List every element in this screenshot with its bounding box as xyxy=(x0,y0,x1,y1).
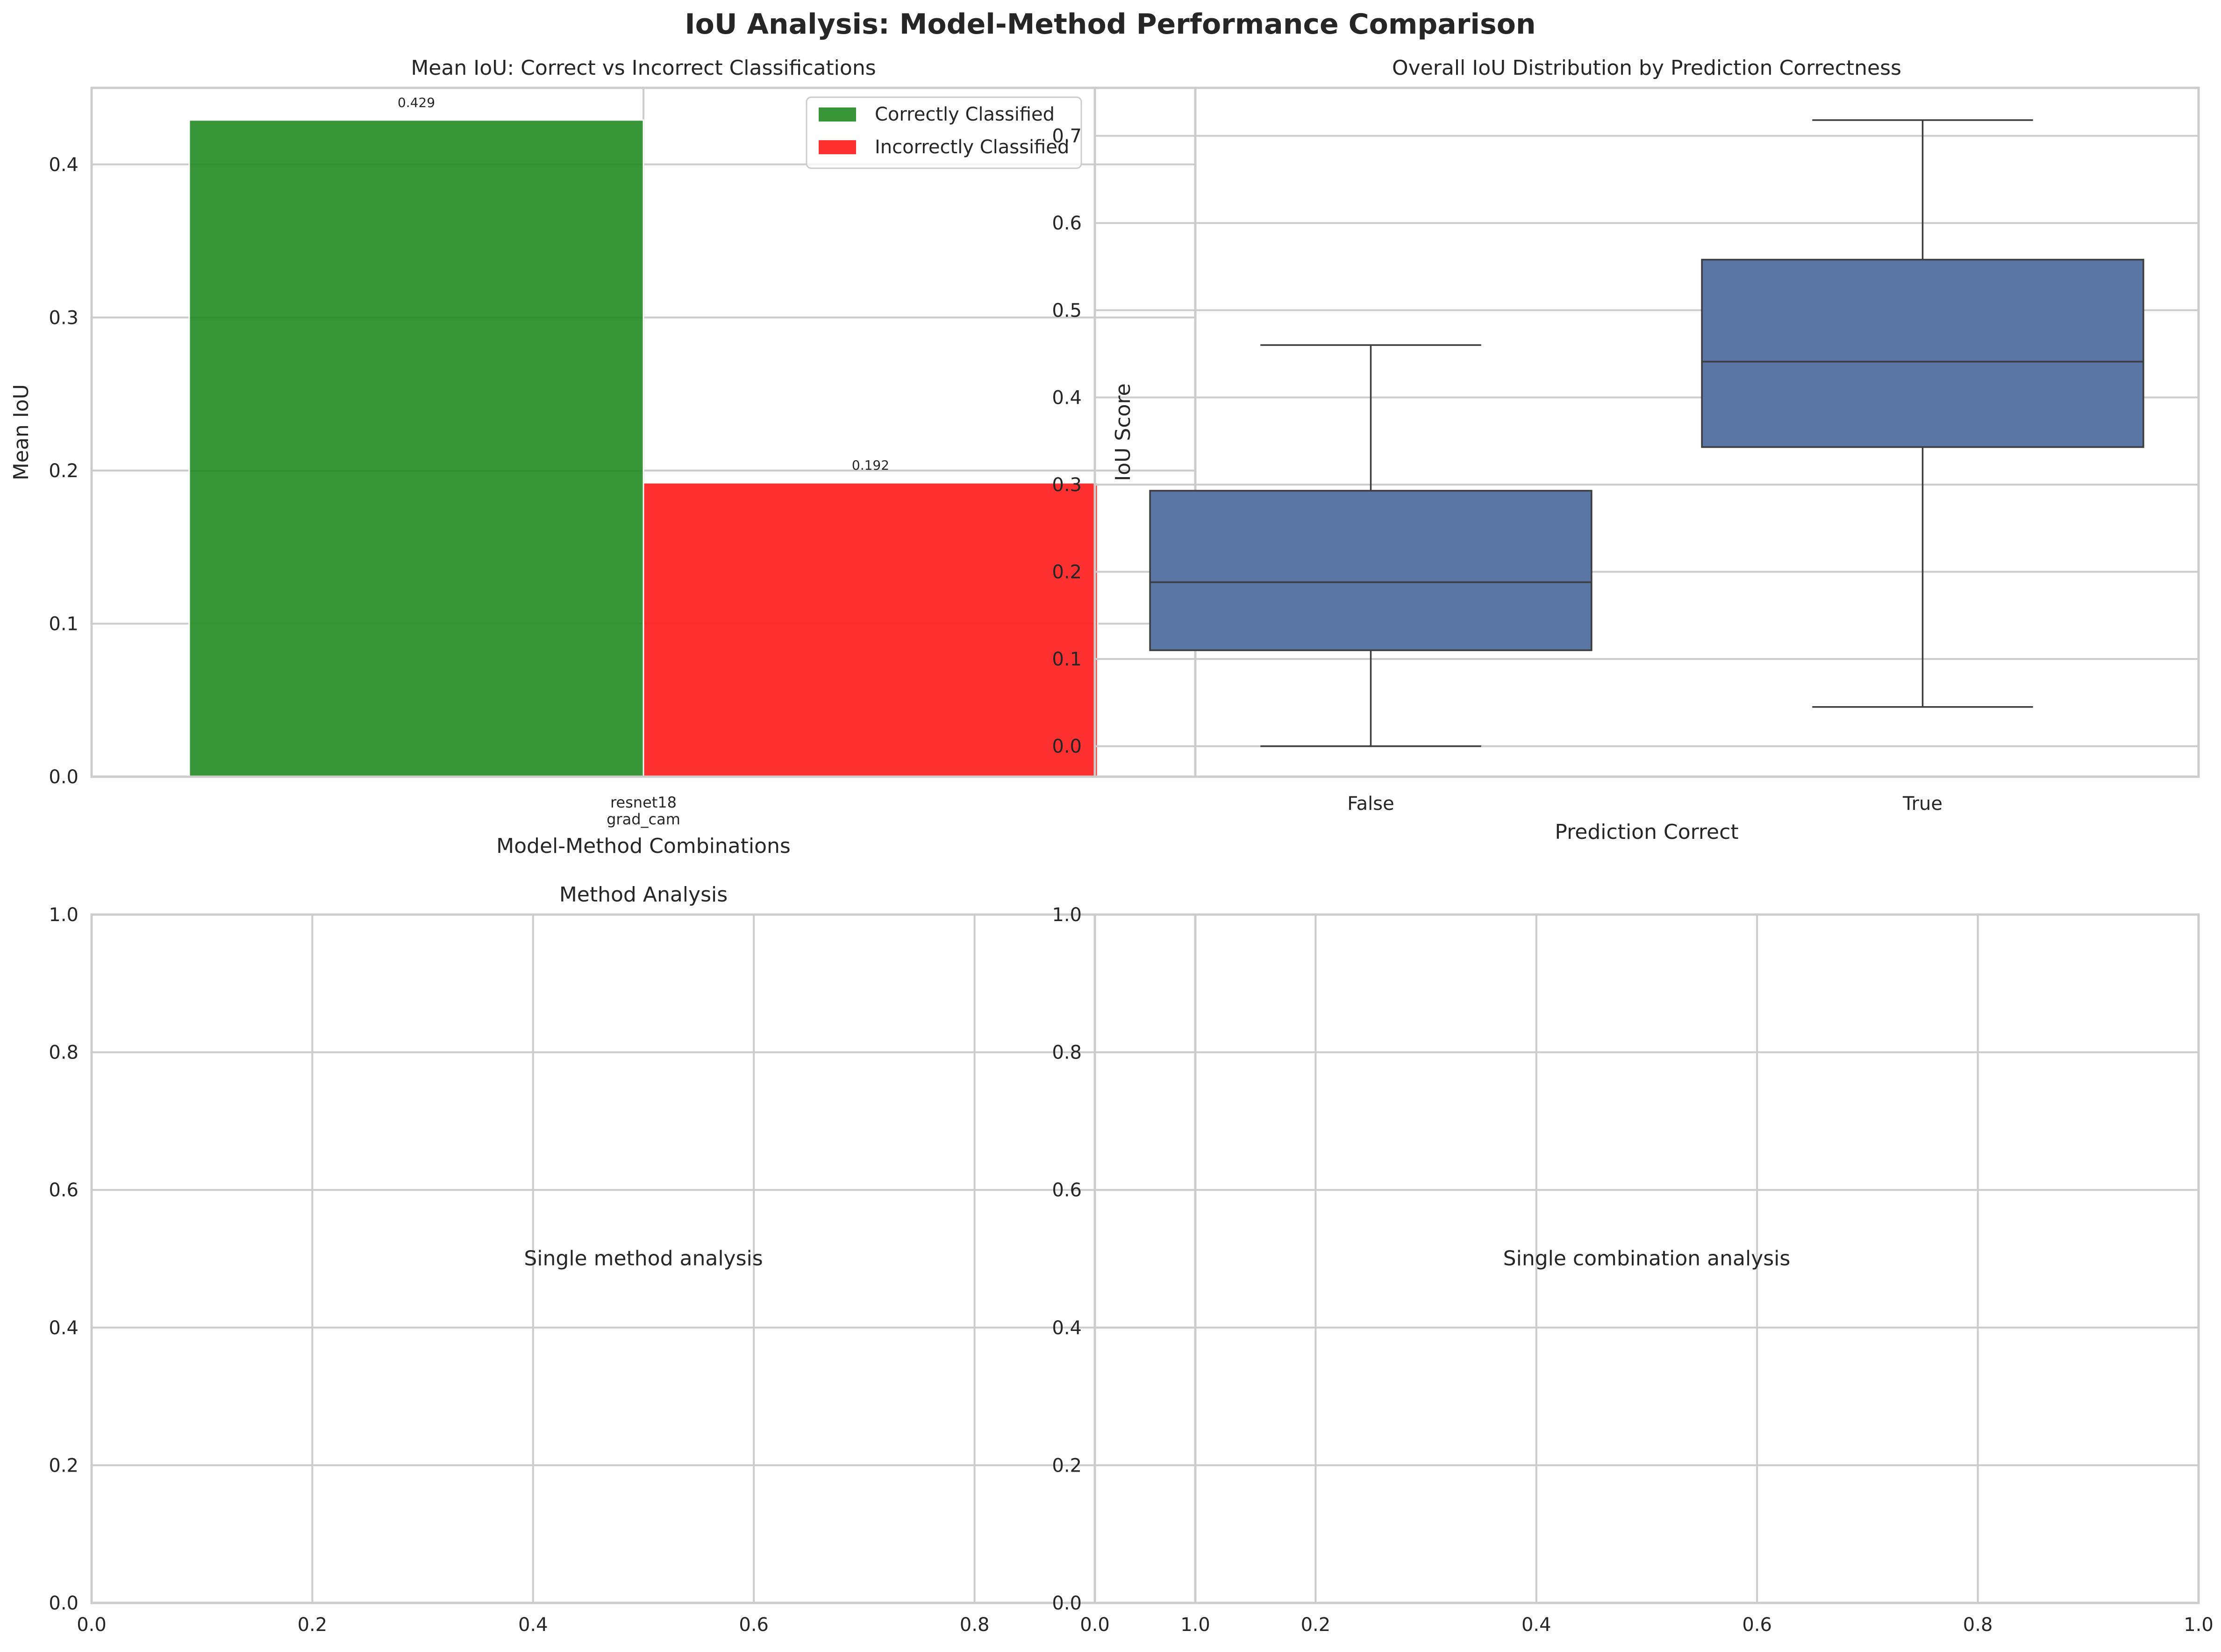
panel-title: Mean IoU: Correct vs Incorrect Classific… xyxy=(411,56,876,80)
y-tick-label: 0.3 xyxy=(1052,474,1082,496)
y-tick-label: 0.4 xyxy=(49,1317,79,1339)
y-tick-label: 0.4 xyxy=(1052,387,1082,408)
combination-analysis-panel: 0.0 0.2 0.4 0.6 0.8 1.0 0.0 0.2 0.4 0.6 0.8 1.0 Sing… xyxy=(1052,904,2213,1636)
box-false xyxy=(1149,344,1593,747)
panel-title: Overall IoU Distribution by Prediction C… xyxy=(1392,56,1901,80)
y-tick-label: 0.7 xyxy=(1052,126,1082,147)
y-tick-label: 0.6 xyxy=(49,1180,79,1201)
y-tick-label: 0.2 xyxy=(49,1455,79,1476)
panel-annotation: Single method analysis xyxy=(524,1247,763,1271)
box-iqr xyxy=(1701,258,2144,448)
axes-frame xyxy=(1093,913,2200,1604)
x-tick-label: False xyxy=(1347,793,1394,815)
box-plot-panel: 0.0 0.1 0.2 0.3 0.4 0.5 0.6 0.7 False True Overall… xyxy=(1052,56,2200,844)
legend-entry: Correctly Classified xyxy=(875,104,1055,125)
x-tick-label: 0.2 xyxy=(298,1614,328,1636)
y-tick-label: 0.2 xyxy=(49,460,79,482)
y-tick-label: 0.1 xyxy=(49,613,79,635)
y-tick-label: 0.4 xyxy=(1052,1317,1082,1339)
x-tick-label: grad_cam xyxy=(607,810,680,828)
y-tick-label: 0.0 xyxy=(49,1593,79,1614)
x-axis-label: Prediction Correct xyxy=(1555,820,1738,844)
x-tick-label: True xyxy=(1902,793,1942,815)
bar-value-label: 0.192 xyxy=(852,458,889,473)
box-iqr xyxy=(1149,490,1593,651)
x-tick-label: 0.4 xyxy=(518,1614,548,1636)
y-tick-label: 0.5 xyxy=(1052,300,1082,322)
panel-title: Method Analysis xyxy=(559,883,728,907)
y-tick-label: 0.2 xyxy=(1052,1455,1082,1476)
y-tick-label: 0.8 xyxy=(49,1042,79,1064)
method-analysis-panel: 0.0 0.2 0.4 0.6 0.8 1.0 0.0 0.2 0.4 0.6 0.8 1.0 Meth… xyxy=(49,883,1210,1636)
x-tick-label: 1.0 xyxy=(1180,1614,1210,1636)
y-axis-label: Mean IoU xyxy=(9,384,33,480)
x-tick-label: 0.4 xyxy=(1521,1614,1551,1636)
figure-title: IoU Analysis: Model-Method Performance C… xyxy=(685,8,1535,41)
y-tick-label: 0.0 xyxy=(49,766,79,788)
legend-swatch xyxy=(819,140,856,154)
x-tick-label: 0.6 xyxy=(1742,1614,1772,1636)
y-tick-label: 0.8 xyxy=(1052,1042,1082,1064)
y-tick-label: 1.0 xyxy=(1052,904,1082,926)
y-tick-label: 1.0 xyxy=(49,904,79,926)
axes-frame xyxy=(90,86,1197,778)
x-tick-label: 0.0 xyxy=(1080,1614,1110,1636)
y-tick-label: 0.2 xyxy=(1052,562,1082,583)
x-tick-label: 0.8 xyxy=(1963,1614,1993,1636)
axes-frame xyxy=(1093,86,2200,778)
y-tick-label: 0.6 xyxy=(1052,1180,1082,1201)
legend-entry: Incorrectly Classified xyxy=(875,136,1069,158)
x-tick-label: 1.0 xyxy=(2184,1614,2214,1636)
panel-annotation: Single combination analysis xyxy=(1503,1247,1791,1271)
x-tick-label: resnet18 xyxy=(610,794,677,811)
y-tick-label: 0.0 xyxy=(1052,1593,1082,1614)
y-tick-label: 0.1 xyxy=(1052,649,1082,670)
x-axis-label: Model-Method Combinations xyxy=(496,834,791,858)
y-axis-label: IoU Score xyxy=(1111,383,1135,481)
y-tick-label: 0.6 xyxy=(1052,213,1082,234)
x-tick-label: 0.6 xyxy=(739,1614,769,1636)
axes-frame xyxy=(90,913,1197,1604)
bar-value-label: 0.429 xyxy=(398,95,435,110)
x-tick-label: 0.0 xyxy=(77,1614,107,1636)
box-true xyxy=(1701,119,2144,708)
bar-incorrect xyxy=(643,482,1099,778)
bar-correct xyxy=(188,119,644,778)
y-tick-label: 0.0 xyxy=(1052,736,1082,758)
legend: Correctly Classified Incorrectly Classifi… xyxy=(806,96,1082,169)
y-tick-label: 0.3 xyxy=(49,307,79,329)
legend-swatch xyxy=(819,107,856,122)
y-tick-label: 0.4 xyxy=(49,154,79,176)
x-tick-label: 0.2 xyxy=(1301,1614,1331,1636)
bar-chart-panel: 0.0 0.1 0.2 0.3 0.4 0.429 0.192 Mean IoU: Corre… xyxy=(9,56,1197,858)
legend-box xyxy=(806,96,1082,169)
x-tick-label: 0.8 xyxy=(960,1614,990,1636)
